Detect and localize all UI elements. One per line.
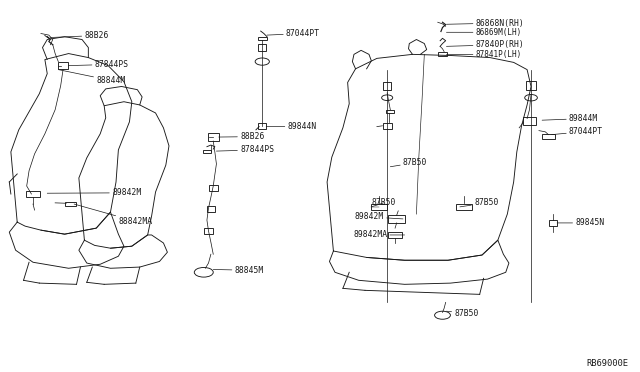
Bar [209,185,218,191]
Bar [208,133,219,141]
Text: 89842M: 89842M [47,188,141,197]
Text: 87044PT: 87044PT [552,127,603,136]
Text: RB69000E: RB69000E [586,359,628,368]
Text: 89844M: 89844M [542,114,598,123]
Text: 89845N: 89845N [557,218,605,227]
Text: 89842M: 89842M [355,212,403,221]
Bar [257,37,267,40]
Text: 86868N(RH): 86868N(RH) [447,19,524,28]
Bar [204,228,213,234]
Text: 87B50: 87B50 [460,198,499,207]
Bar [65,202,77,206]
Text: 89844N: 89844N [266,122,317,131]
Text: 87B50: 87B50 [447,309,479,318]
Text: 87840P(RH): 87840P(RH) [447,40,524,49]
Text: 87B50: 87B50 [390,158,428,167]
Bar [259,123,266,129]
Bar [383,123,392,129]
Bar [388,215,405,222]
Bar [438,52,447,55]
Text: 87B50: 87B50 [371,198,396,207]
Bar [387,110,394,113]
Bar [58,62,68,69]
Bar [203,150,211,154]
Bar [526,81,536,90]
Bar [523,117,536,125]
Bar [383,82,391,90]
Bar [371,204,387,210]
Bar [388,232,402,238]
Text: 88B26: 88B26 [219,132,264,141]
Bar [207,206,215,212]
Text: 87841P(LH): 87841P(LH) [447,50,522,59]
Bar [542,134,555,139]
Text: 87844PS: 87844PS [216,145,275,154]
Text: 86869M(LH): 86869M(LH) [447,28,522,37]
Text: 87044PT: 87044PT [267,29,320,38]
Text: 89842MA: 89842MA [353,231,404,240]
Text: 87844PS: 87844PS [68,60,129,69]
Bar [26,191,40,197]
Bar [549,220,557,226]
Text: 88844M: 88844M [58,70,125,85]
Text: 88845M: 88845M [213,266,264,275]
Text: 88B26: 88B26 [51,31,109,40]
Text: 88842MA: 88842MA [74,204,152,226]
Bar [456,204,472,210]
Bar [259,44,266,51]
